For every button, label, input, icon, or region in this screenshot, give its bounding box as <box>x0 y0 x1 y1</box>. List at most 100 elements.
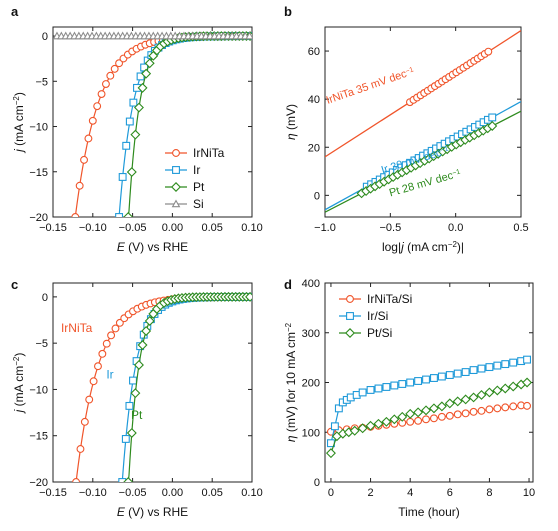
data-point-pt <box>137 340 148 351</box>
y-tick-label: 400 <box>302 278 320 290</box>
series-line-irnita <box>75 296 252 482</box>
data-point-ir-si <box>390 381 399 390</box>
data-point-ir <box>488 113 497 122</box>
data-point-pt <box>133 360 144 370</box>
data-point-ir-si <box>382 383 391 391</box>
panel-letter: b <box>284 4 292 19</box>
x-axis-label: E (V) vs RHE <box>117 505 188 519</box>
data-point-ir <box>115 213 124 217</box>
data-point-irnita-si <box>453 410 462 419</box>
tafel-label-ir: Ir 30 mV dec−1 <box>380 145 451 177</box>
data-point-irnita-si <box>414 416 423 425</box>
x-tick-label: −0.10 <box>79 487 107 499</box>
y-tick-label: −15 <box>29 431 48 443</box>
x-tick-label: 10 <box>523 487 535 499</box>
data-point-pt <box>137 82 148 93</box>
data-point-pt <box>141 68 152 79</box>
data-point-irnita-si <box>461 409 470 418</box>
data-point-irnita <box>102 339 111 348</box>
data-point-ir-si <box>398 380 407 388</box>
legend-label: Pt/Si <box>367 326 392 340</box>
y-tick-label: −15 <box>29 167 48 179</box>
data-point-pt <box>245 291 252 302</box>
data-point-ir-si <box>414 377 423 385</box>
y-axis-label: j (mA cm−2) <box>12 353 27 415</box>
data-point-irnita-si <box>422 415 430 424</box>
data-point-irnita-si <box>430 414 438 423</box>
data-point-irnita-si <box>437 412 446 421</box>
data-point-ir-si <box>366 386 375 394</box>
legend-label: Ir <box>193 163 200 177</box>
data-point-ir-si <box>437 372 446 381</box>
data-point-ir-si <box>334 404 343 413</box>
data-point-irnita <box>71 213 80 217</box>
x-tick-label: 8 <box>486 487 492 499</box>
data-point-pt-si <box>413 407 424 418</box>
series-label-pt: Pt <box>131 408 143 422</box>
data-point-irnita <box>484 47 493 56</box>
data-point-irnita <box>115 59 124 68</box>
data-point-ir-si <box>523 355 532 364</box>
data-point-irnita-si <box>509 402 518 411</box>
x-tick-label: −1.0 <box>314 222 336 234</box>
data-point-pt <box>130 129 141 140</box>
data-point-irnita <box>84 134 93 143</box>
data-point-pt-si <box>357 423 368 434</box>
data-point-irnita <box>85 395 94 404</box>
plot-frame <box>52 282 253 483</box>
data-point-pt <box>126 427 137 438</box>
data-point-irnita-si <box>469 407 478 416</box>
x-tick-label: 2 <box>367 487 373 499</box>
data-point-irnita <box>107 331 116 340</box>
y-tick-label: 20 <box>308 142 320 154</box>
data-point-irnita-si <box>493 404 502 413</box>
data-point-pt-si <box>500 383 511 394</box>
data-point-irnita-si <box>477 406 486 415</box>
x-axis-label: E (V) vs RHE <box>117 240 188 254</box>
data-point-pt-si <box>428 403 439 414</box>
x-tick-label: 0.0 <box>448 222 463 234</box>
data-point-irnita <box>89 377 98 386</box>
x-axis-label: log|j (mA cm−2)| <box>382 240 464 255</box>
data-point-ir-si <box>509 358 518 367</box>
legend-label: Ir/Si <box>367 309 388 323</box>
data-point-irnita-si <box>501 403 510 412</box>
x-tick-label: −0.15 <box>39 222 67 234</box>
data-point-ir-si <box>501 360 510 369</box>
data-point-si <box>245 31 252 40</box>
data-point-ir-si <box>430 374 438 382</box>
data-point-ir-si <box>330 422 339 431</box>
data-point-pt <box>130 388 141 399</box>
data-point-pt-si <box>405 408 416 419</box>
data-point-ir <box>118 478 127 482</box>
data-point-ir <box>129 98 138 107</box>
y-tick-label: 60 <box>308 46 320 58</box>
data-point-ir-si <box>477 364 486 373</box>
series-layer <box>325 30 521 213</box>
data-point-ir-si <box>374 384 383 393</box>
legend-marker <box>171 182 181 192</box>
legend-label: IrNiTa <box>193 146 225 160</box>
data-point-ir-si <box>358 388 367 397</box>
data-point-pt-si <box>522 377 533 388</box>
y-tick-label: 100 <box>302 427 320 439</box>
data-point-irnita <box>110 64 119 73</box>
data-point-pt <box>141 325 152 336</box>
data-point-pt-si <box>468 392 479 403</box>
y-tick-label: 0 <box>42 292 48 304</box>
data-point-irnita <box>72 478 81 482</box>
data-point-pt-si <box>444 398 455 409</box>
x-tick-label: 0.00 <box>162 487 183 499</box>
data-point-ir-si <box>461 368 470 377</box>
data-point-pt-si <box>508 381 519 392</box>
x-tick-label: 0.00 <box>162 222 183 234</box>
data-point-pt-si <box>421 405 432 416</box>
panel-a: a −0.15 −0.10 −0.05 0.00 0.05 0.10 0 −5 −10 −15 −20… <box>11 4 263 254</box>
y-tick-label: −5 <box>35 76 48 88</box>
data-point-pt-si <box>381 416 392 427</box>
data-point-irnita-si <box>485 405 494 414</box>
data-point-irnita-si <box>406 417 415 426</box>
x-tick-label: 0.05 <box>201 222 222 234</box>
legend-marker <box>171 199 181 208</box>
data-point-pt-si <box>365 420 376 431</box>
